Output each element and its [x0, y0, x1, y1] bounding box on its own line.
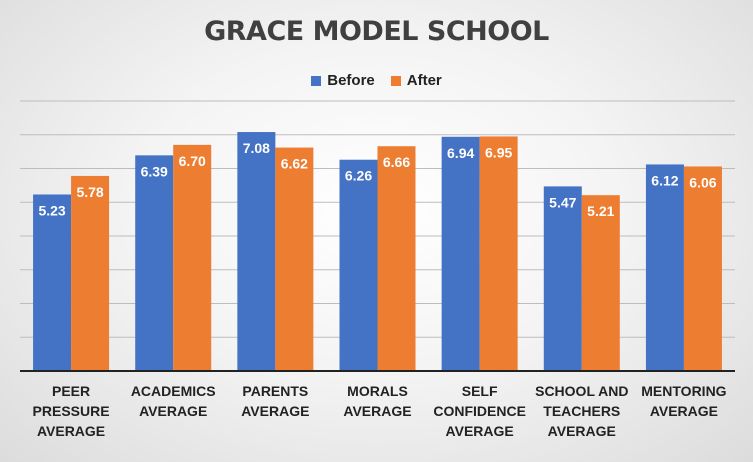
- data-label-after-2: 6.62: [281, 156, 308, 172]
- category-label-3: MORALS AVERAGE: [343, 383, 412, 419]
- chart-title: GRACE MODEL SCHOOL: [204, 16, 549, 47]
- legend: Before After: [0, 72, 753, 89]
- bar-before-3: [339, 159, 378, 371]
- bar-after-4: [479, 136, 518, 371]
- data-label-after-6: 6.06: [689, 174, 716, 190]
- bar-after-5: [581, 195, 620, 371]
- legend-label-before: Before: [327, 72, 375, 89]
- bar-after-6: [683, 166, 722, 371]
- category-label-6: MENTORING AVERAGE: [641, 383, 727, 419]
- bar-after-3: [377, 146, 416, 371]
- bar-before-6: [645, 164, 684, 371]
- bar-before-0: [33, 194, 72, 371]
- data-label-after-0: 5.78: [76, 184, 103, 200]
- data-label-before-6: 6.12: [651, 172, 678, 188]
- data-label-before-3: 6.26: [345, 168, 372, 184]
- data-label-before-1: 6.39: [141, 163, 168, 179]
- data-label-after-4: 6.95: [485, 144, 512, 160]
- legend-label-after: After: [406, 72, 442, 89]
- bar-before-5: [543, 186, 582, 371]
- data-label-after-5: 5.21: [587, 203, 614, 219]
- legend-swatch-before: [311, 75, 322, 86]
- data-label-after-1: 6.70: [179, 153, 206, 169]
- bar-after-1: [173, 144, 212, 371]
- category-label-5: SCHOOL AND TEACHERS AVERAGE: [535, 383, 629, 439]
- data-label-after-3: 6.66: [383, 154, 410, 170]
- category-label-4: SELF CONFIDENCE AVERAGE: [433, 383, 526, 439]
- data-label-before-0: 5.23: [38, 202, 65, 218]
- category-label-1: ACADEMICS AVERAGE: [130, 383, 216, 419]
- bar-before-4: [441, 136, 480, 371]
- bar-before-1: [135, 155, 174, 371]
- data-label-before-2: 7.08: [243, 140, 270, 156]
- category-label-2: PARENTS AVERAGE: [241, 383, 310, 419]
- bar-before-2: [237, 132, 276, 371]
- data-label-before-4: 6.94: [447, 145, 474, 161]
- data-label-before-5: 5.47: [549, 194, 576, 210]
- bar-after-0: [71, 175, 110, 371]
- bar-after-2: [275, 147, 314, 371]
- legend-swatch-after: [390, 75, 401, 86]
- category-label-0: PEER PRESSURE AVERAGE: [32, 383, 110, 439]
- legend-item-after: After: [390, 72, 442, 89]
- legend-item-before: Before: [311, 72, 375, 89]
